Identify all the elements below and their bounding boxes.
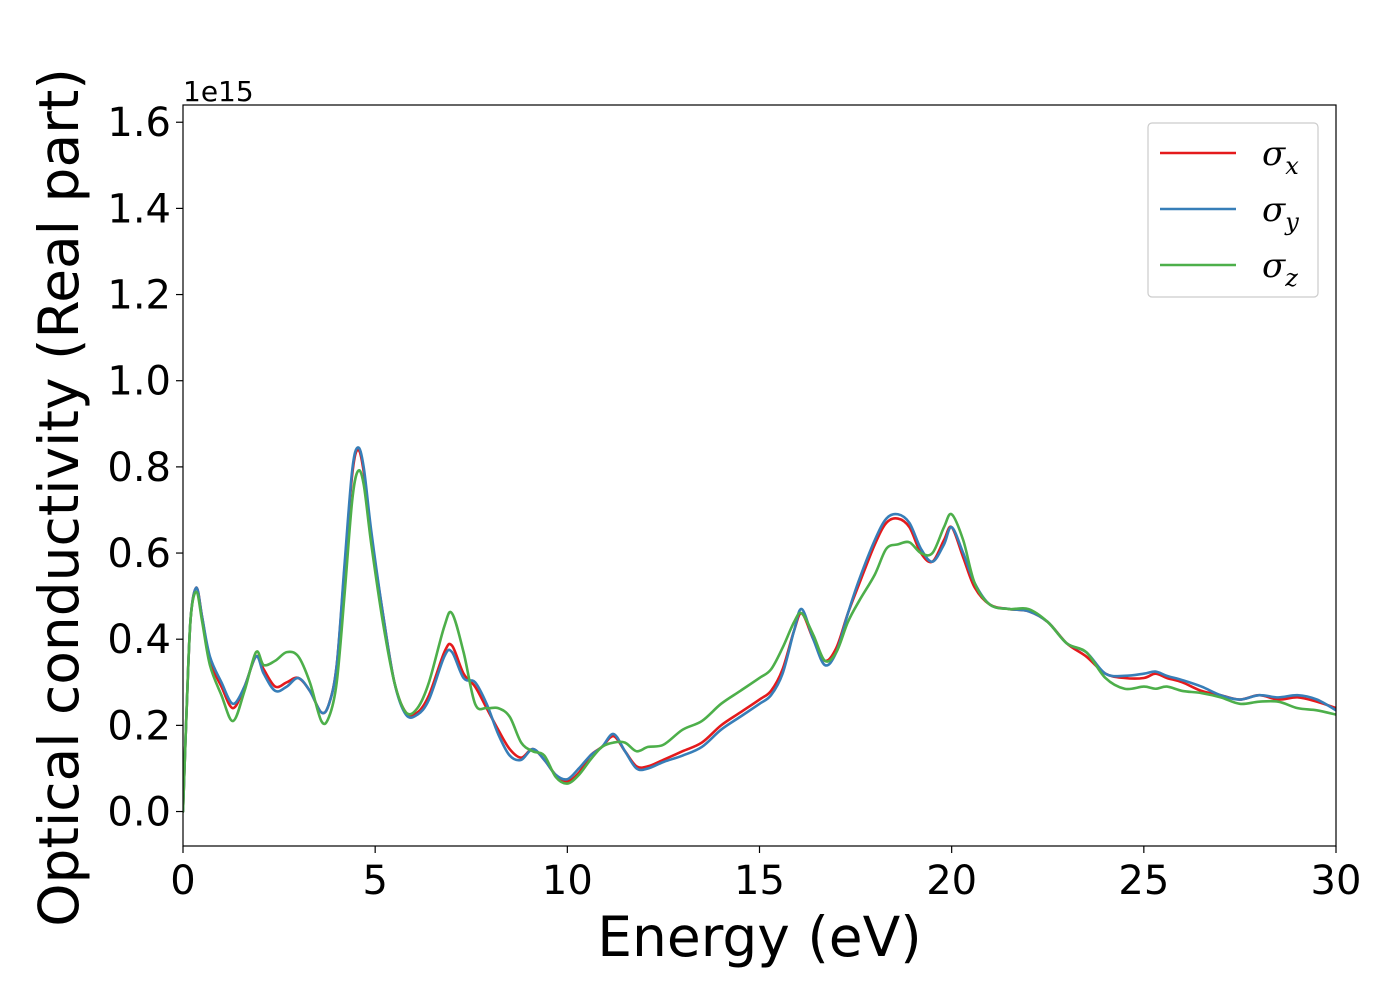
y-tick-label: 1.6 [107,100,171,146]
y-tick-label: 0.0 [107,790,171,836]
x-axis-label: Energy (eV) [597,905,921,969]
x-tick-label: 25 [1118,858,1169,904]
y-tick-label: 1.4 [107,186,171,232]
y-tick-label: 0.8 [107,445,171,491]
y-offset-label: 1e15 [183,75,254,108]
x-tick-label: 30 [1311,858,1362,904]
y-tick-label: 0.4 [107,617,171,663]
x-tick-label: 0 [170,858,195,904]
legend-label-z: σz [1262,246,1298,292]
legend: σx σy σz [1147,122,1319,298]
y-tick-label: 0.6 [107,531,171,577]
series-line-z [183,468,1336,813]
y-tick-label: 1.0 [107,359,171,405]
series-layer [183,446,1336,813]
y-axis: 0.0 0.2 0.4 0.6 0.8 1.0 1.2 1.4 1.6 [107,100,183,836]
x-axis: 0 5 10 15 20 25 30 [170,846,1361,904]
legend-label-x: σx [1262,134,1299,180]
y-tick-label: 1.2 [107,273,171,319]
y-tick-label: 0.2 [107,703,171,749]
x-tick-label: 10 [542,858,593,904]
x-tick-label: 15 [734,858,785,904]
x-tick-label: 20 [926,858,977,904]
legend-label-y: σy [1262,190,1299,236]
y-axis-label: Optical conductivity (Real part) [27,68,91,927]
x-tick-label: 5 [362,858,387,904]
